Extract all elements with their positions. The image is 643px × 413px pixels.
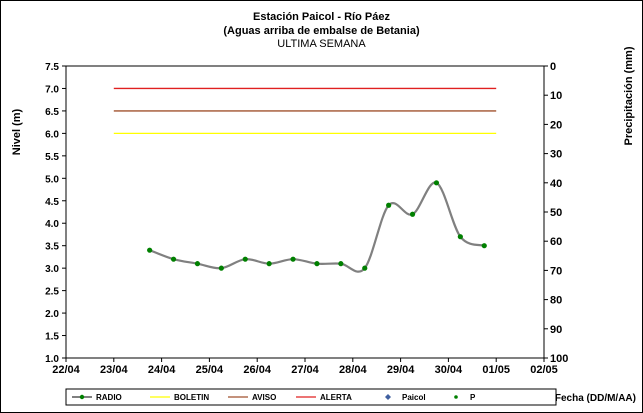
chart-title: Estación Paicol - Río Páez: [253, 11, 390, 23]
y-left-tick-label: 4.0: [45, 219, 59, 230]
radio-marker: [194, 261, 201, 267]
x-tick-label: 01/05: [482, 364, 510, 376]
legend-label-paicol: Paicol: [402, 393, 426, 402]
legend-label-alerta: ALERTA: [320, 393, 352, 402]
radio-marker: [338, 261, 344, 267]
radio-marker: [362, 265, 368, 271]
y-left-tick-label: 5.0: [45, 174, 59, 185]
y-right-tick-label: 30: [550, 149, 562, 161]
legend-marker-radio: [79, 394, 85, 400]
y-left-tick-label: 1.0: [45, 354, 59, 365]
series-lines: [113, 87, 497, 273]
legend-label-boletin: BOLETIN: [174, 393, 209, 402]
y-right-tick-label: 60: [550, 236, 562, 248]
y-right-tick-label: 0: [550, 61, 556, 73]
radio-marker: [386, 202, 392, 208]
x-tick-label: 02/05: [530, 364, 558, 376]
x-tick-label: 29/04: [387, 364, 415, 376]
x-tick-label: 24/04: [148, 364, 176, 376]
y-axis-right-label: Precipitación (mm): [623, 46, 635, 145]
y-right-tick-label: 90: [550, 324, 562, 336]
radio-marker: [409, 211, 416, 217]
y-right-tick-label: 20: [550, 119, 562, 131]
radio-marker: [266, 261, 272, 267]
radio-marker: [147, 247, 153, 253]
radio-marker: [433, 180, 440, 186]
y-right-tick-label: 10: [550, 90, 562, 102]
y-axis-right: 0 10 20 30 40 50 60 70 80 90 100: [544, 61, 568, 365]
y-left-tick-label: 5.5: [45, 152, 59, 163]
radio-marker: [314, 261, 320, 267]
radio-marker: [481, 243, 487, 249]
chart-subtitle: (Aguas arriba de embalse de Betania): [223, 25, 420, 37]
y-axis-left-label: Nivel (m): [11, 108, 23, 155]
x-tick-label: 28/04: [339, 364, 367, 376]
legend-swatch-p: [454, 395, 458, 399]
x-axis: 22/04 23/04 24/04 25/04 26/04 27/04 28/04 29/04…: [52, 358, 558, 376]
x-axis-label: Fecha (DD/M/AA): [555, 393, 636, 404]
y-left-tick-label: 2.0: [45, 309, 59, 320]
chart-subtitle-period: ULTIMA SEMANA: [277, 38, 366, 50]
legend-label-radio: RADIO: [96, 393, 122, 402]
series-markers: [147, 180, 487, 271]
y-right-tick-label: 70: [550, 265, 562, 277]
legend-label-aviso: AVISO: [252, 393, 276, 402]
y-axis-left: 1.0 1.5 2.0 2.5 3.0 3.5 4.0 4.5 5.0 5.5 6.0 6.5 7.0 7…: [45, 62, 66, 365]
radio-marker: [457, 234, 463, 240]
y-left-tick-label: 1.5: [45, 332, 59, 343]
x-tick-label: 26/04: [243, 364, 271, 376]
x-tick-label: 23/04: [100, 364, 128, 376]
y-left-tick-label: 6.0: [45, 129, 59, 140]
radio-marker: [170, 256, 177, 262]
y-left-tick-label: 3.0: [45, 264, 59, 275]
y-left-tick-label: 7.0: [45, 84, 59, 95]
y-left-tick-label: 2.5: [45, 287, 59, 298]
legend: RADIO BOLETIN AVISO ALERTA Paicol P: [65, 388, 557, 406]
y-right-tick-label: 50: [550, 207, 562, 219]
plot-area: [65, 65, 545, 359]
y-left-tick-label: 3.5: [45, 242, 59, 253]
radio-marker: [290, 256, 296, 262]
radio-marker: [242, 256, 248, 262]
x-tick-label: 22/04: [52, 364, 80, 376]
radio-marker: [218, 265, 224, 271]
y-left-tick-label: 4.5: [45, 197, 59, 208]
y-right-tick-label: 40: [550, 178, 562, 190]
x-tick-label: 25/04: [196, 364, 224, 376]
x-tick-label: 27/04: [291, 364, 319, 376]
legend-label-p: P: [470, 393, 476, 402]
y-right-tick-label: 80: [550, 295, 562, 307]
y-left-tick-label: 6.5: [45, 107, 59, 118]
y-right-tick-label: 100: [550, 353, 568, 365]
legend-swatch-paicol: [385, 394, 391, 400]
x-tick-label: 30/04: [435, 364, 463, 376]
y-left-tick-label: 7.5: [45, 62, 59, 73]
